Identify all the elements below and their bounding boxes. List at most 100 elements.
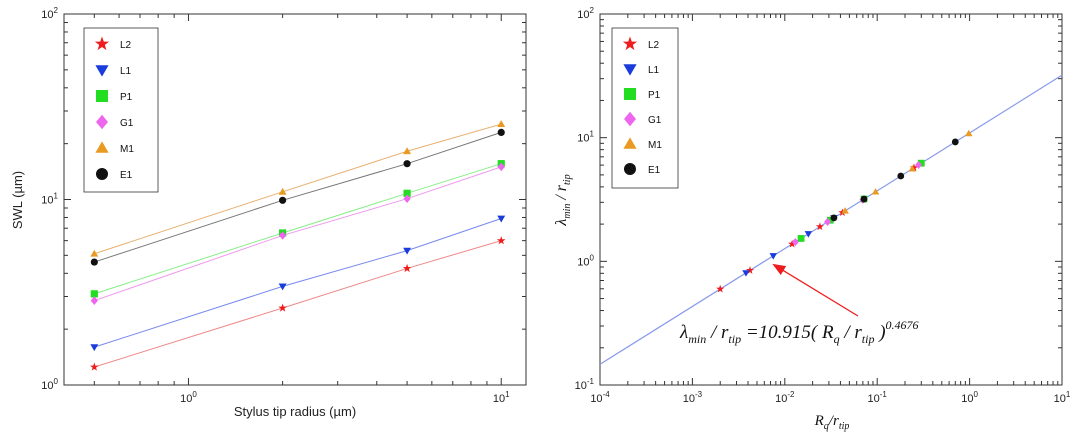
legend-label: M1	[648, 140, 662, 151]
legend-label: L2	[120, 40, 132, 51]
legend-entry-m1: M1	[95, 141, 134, 155]
x-tick-label: 10-4	[590, 390, 610, 405]
data-point-l2	[788, 239, 797, 248]
y-tick-label: 100	[577, 253, 594, 268]
fit-equation: λmin / rtip =10.915( Rq / rtip )0.4676	[679, 318, 919, 346]
legend-marker-p1	[96, 90, 108, 102]
data-point-e1	[860, 195, 868, 203]
data-point-l1	[90, 344, 99, 352]
x-tick-label: 100	[180, 390, 197, 405]
legend-box	[83, 27, 159, 193]
legend-label: P1	[648, 90, 661, 101]
series-line-l1	[94, 218, 502, 348]
data-point-l2	[909, 163, 919, 172]
data-point-e1	[951, 138, 959, 146]
legend-marker-g1	[624, 111, 636, 127]
x-tick-label: 100	[961, 390, 978, 405]
data-point-l1	[278, 283, 287, 291]
legend-label: G1	[120, 118, 134, 129]
y-tick-label: 102	[577, 6, 594, 21]
data-point-l1	[804, 231, 813, 238]
legend-label: L1	[120, 66, 132, 77]
x-tick-label: 10-2	[775, 390, 795, 405]
series-line-p1	[94, 163, 502, 295]
series-line-m1	[94, 123, 502, 255]
legend-entry-l2: L2	[622, 36, 660, 51]
legend-marker-e1	[624, 163, 636, 175]
x-axis-label: Rq/rtip	[814, 413, 850, 432]
data-point-m1	[965, 129, 973, 137]
data-point-g1	[824, 217, 831, 226]
x-tick-label: 10-3	[683, 390, 703, 405]
data-point-g1	[403, 194, 411, 204]
data-point-l2	[90, 362, 99, 371]
data-point-e1	[90, 258, 98, 266]
legend-marker-m1	[623, 137, 637, 149]
legend-label: M1	[120, 144, 134, 155]
data-point-p1	[403, 189, 411, 197]
data-point-g1	[90, 296, 98, 305]
data-point-e1	[497, 128, 505, 136]
y-tick-label: 101	[577, 130, 594, 145]
data-point-l2	[402, 263, 412, 273]
legend-entry-p1: P1	[624, 88, 661, 101]
x-tick-label: 101	[493, 390, 510, 405]
data-point-l1	[742, 270, 750, 277]
series-line-e1	[94, 131, 502, 263]
data-point-l2	[745, 266, 755, 274]
data-point-g1	[497, 162, 505, 172]
data-point-l1	[497, 215, 506, 223]
data-point-m1	[871, 188, 880, 195]
legend-marker-p1	[624, 88, 636, 100]
data-point-p1	[826, 216, 834, 224]
legend-entry-l2: L2	[94, 36, 132, 51]
chart-lambda-vs-rq: 10-4 10-3 10-2 10-1 100 101 10-1 100 101 102 L2 L1…	[553, 6, 1071, 432]
data-point-m1	[90, 249, 99, 257]
data-point-e1	[830, 214, 838, 222]
legend-label: G1	[648, 115, 662, 126]
y-tick-label: 10-1	[575, 377, 595, 392]
data-point-m1	[841, 207, 849, 214]
x-tick-label: 101	[1054, 390, 1071, 405]
series-line-l2	[94, 240, 502, 368]
data-point-g1	[915, 160, 922, 170]
data-point-l2	[496, 236, 506, 245]
series-line-g1	[94, 166, 502, 302]
legend-entry-e1: E1	[96, 168, 133, 181]
data-point-p1	[90, 290, 98, 298]
y-tick-label: 101	[41, 192, 58, 207]
data-point-l2	[716, 284, 725, 293]
legend-entry-g1: G1	[624, 111, 662, 127]
legend-entry-l1: L1	[623, 64, 660, 76]
legend-marker-m1	[95, 141, 109, 153]
data-point-g1	[279, 231, 287, 240]
legend-entry-g1: G1	[96, 114, 134, 130]
legend-entry-p1: P1	[96, 90, 133, 103]
legend-marker-l1	[95, 65, 109, 77]
y-tick-label: 100	[41, 377, 58, 392]
legend-marker-g1	[96, 114, 108, 130]
data-point-l2	[278, 303, 287, 312]
data-point-m1	[908, 165, 917, 172]
data-point-m1	[497, 120, 506, 127]
y-tick-label: 102	[41, 6, 58, 21]
y-axis-label: λmin / rtip	[553, 174, 573, 226]
legend-label: L2	[648, 40, 660, 51]
data-point-m1	[278, 187, 287, 195]
x-tick-label: 10-1	[868, 390, 888, 405]
legend-marker-e1	[96, 168, 108, 180]
legend-marker-l2	[622, 36, 638, 51]
data-point-p1	[917, 159, 925, 167]
data-point-e1	[279, 196, 287, 204]
legend-box	[611, 27, 679, 189]
chart-swl-vs-tip-radius: 100 101 100 101 102 L2 L1 P1 G1 M1 E1 Stylus tip …	[10, 6, 527, 419]
legend-label: L1	[648, 65, 660, 76]
y-axis-label: SWL (µm)	[10, 171, 25, 229]
data-point-p1	[797, 235, 805, 242]
legend-entry-e1: E1	[624, 163, 661, 176]
legend-marker-l2	[94, 36, 110, 51]
legend-label: P1	[120, 92, 133, 103]
data-point-l2	[815, 222, 824, 231]
legend-label: E1	[648, 165, 661, 176]
